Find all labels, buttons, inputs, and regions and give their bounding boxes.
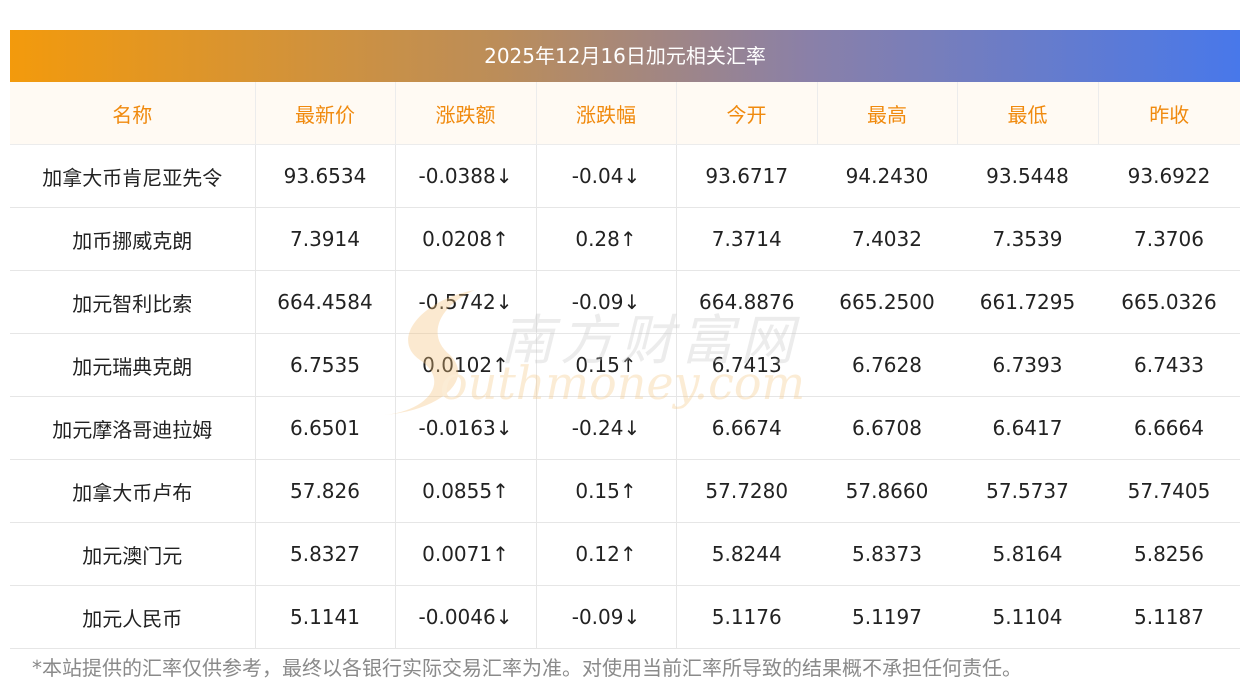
cell-change: -0.0163↓	[395, 396, 537, 460]
cell-low: 7.3539	[957, 207, 1098, 271]
cell-latest: 6.6501	[255, 396, 396, 460]
cell-prev-close: 93.6922	[1098, 144, 1240, 208]
cell-prev-close: 7.3706	[1098, 207, 1240, 271]
cell-prev-close: 665.0326	[1098, 270, 1240, 334]
cell-low: 5.1104	[957, 585, 1098, 649]
cell-name: 加元澳门元	[10, 522, 256, 586]
cell-open: 6.6674	[676, 396, 817, 460]
cell-change-pct: 0.15↑	[536, 459, 677, 523]
cell-latest: 7.3914	[255, 207, 396, 271]
cell-change: 0.0071↑	[395, 522, 537, 586]
disclaimer: *本站提供的汇率仅供参考，最终以各银行实际交易汇率为准。对使用当前汇率所导致的结…	[32, 656, 1022, 680]
cell-low: 661.7295	[957, 270, 1098, 334]
cell-open: 5.8244	[676, 522, 817, 586]
header-name: 名称	[10, 82, 256, 145]
cell-change-pct: -0.09↓	[536, 585, 677, 649]
table-row: 加元智利比索 664.4584 -0.5742↓ -0.09↓ 664.8876 665.…	[10, 270, 1240, 334]
table-row: 加拿大币肯尼亚先令 93.6534 -0.0388↓ -0.04↓ 93.6717 94.…	[10, 144, 1240, 208]
cell-name: 加拿大币卢布	[10, 459, 256, 523]
cell-change: -0.0388↓	[395, 144, 537, 208]
cell-change: -0.0046↓	[395, 585, 537, 649]
cell-change: 0.0855↑	[395, 459, 537, 523]
cell-latest: 93.6534	[255, 144, 396, 208]
cell-prev-close: 6.6664	[1098, 396, 1240, 460]
cell-high: 5.1197	[817, 585, 957, 649]
cell-high: 57.8660	[817, 459, 957, 523]
header-low: 最低	[957, 82, 1099, 145]
table-row: 加元摩洛哥迪拉姆 6.6501 -0.0163↓ -0.24↓ 6.6674 6.6708…	[10, 396, 1240, 460]
cell-open: 93.6717	[676, 144, 817, 208]
table-header-row: 名称 最新价 涨跌额 涨跌幅 今开 最高 最低 昨收	[10, 82, 1240, 145]
cell-change: 0.0208↑	[395, 207, 537, 271]
cell-change: 0.0102↑	[395, 333, 537, 397]
cell-low: 6.6417	[957, 396, 1098, 460]
table-row: 加元澳门元 5.8327 0.0071↑ 0.12↑ 5.8244 5.8373 5.816…	[10, 522, 1240, 586]
header-prev-close: 昨收	[1098, 82, 1240, 145]
header-latest: 最新价	[255, 82, 396, 145]
cell-change-pct: 0.15↑	[536, 333, 677, 397]
cell-name: 加元智利比索	[10, 270, 256, 334]
header-high: 最高	[817, 82, 958, 145]
cell-high: 5.8373	[817, 522, 957, 586]
cell-prev-close: 5.1187	[1098, 585, 1240, 649]
header-change: 涨跌额	[395, 82, 537, 145]
cell-change-pct: -0.09↓	[536, 270, 677, 334]
cell-latest: 6.7535	[255, 333, 396, 397]
cell-low: 93.5448	[957, 144, 1098, 208]
table-row: 加元人民币 5.1141 -0.0046↓ -0.09↓ 5.1176 5.1197 5.1…	[10, 585, 1240, 649]
cell-open: 7.3714	[676, 207, 817, 271]
cell-open: 57.7280	[676, 459, 817, 523]
table-row: 加元瑞典克朗 6.7535 0.0102↑ 0.15↑ 6.7413 6.7628 6.73…	[10, 333, 1240, 397]
cell-name: 加元人民币	[10, 585, 256, 649]
cell-low: 57.5737	[957, 459, 1098, 523]
exchange-rate-table: 名称 最新价 涨跌额 涨跌幅 今开 最高 最低 昨收 加拿大币肯尼亚先令 93.6…	[10, 82, 1240, 649]
cell-high: 7.4032	[817, 207, 957, 271]
header-open: 今开	[676, 82, 818, 145]
cell-change: -0.5742↓	[395, 270, 537, 334]
cell-latest: 57.826	[255, 459, 396, 523]
cell-open: 664.8876	[676, 270, 817, 334]
cell-prev-close: 6.7433	[1098, 333, 1240, 397]
cell-prev-close: 57.7405	[1098, 459, 1240, 523]
cell-change-pct: 0.28↑	[536, 207, 677, 271]
cell-high: 94.2430	[817, 144, 957, 208]
cell-latest: 664.4584	[255, 270, 396, 334]
cell-low: 6.7393	[957, 333, 1098, 397]
cell-name: 加元摩洛哥迪拉姆	[10, 396, 256, 460]
table-title: 2025年12月16日加元相关汇率	[10, 30, 1240, 82]
table-row: 加币挪威克朗 7.3914 0.0208↑ 0.28↑ 7.3714 7.4032 7.35…	[10, 207, 1240, 271]
cell-prev-close: 5.8256	[1098, 522, 1240, 586]
cell-high: 665.2500	[817, 270, 957, 334]
cell-name: 加币挪威克朗	[10, 207, 256, 271]
cell-high: 6.7628	[817, 333, 957, 397]
cell-open: 6.7413	[676, 333, 817, 397]
table-row: 加拿大币卢布 57.826 0.0855↑ 0.15↑ 57.7280 57.8660 57…	[10, 459, 1240, 523]
cell-low: 5.8164	[957, 522, 1098, 586]
cell-name: 加拿大币肯尼亚先令	[10, 144, 256, 208]
cell-open: 5.1176	[676, 585, 817, 649]
cell-latest: 5.8327	[255, 522, 396, 586]
header-change-pct: 涨跌幅	[536, 82, 677, 145]
cell-high: 6.6708	[817, 396, 957, 460]
cell-change-pct: 0.12↑	[536, 522, 677, 586]
cell-change-pct: -0.24↓	[536, 396, 677, 460]
cell-latest: 5.1141	[255, 585, 396, 649]
cell-change-pct: -0.04↓	[536, 144, 677, 208]
cell-name: 加元瑞典克朗	[10, 333, 256, 397]
